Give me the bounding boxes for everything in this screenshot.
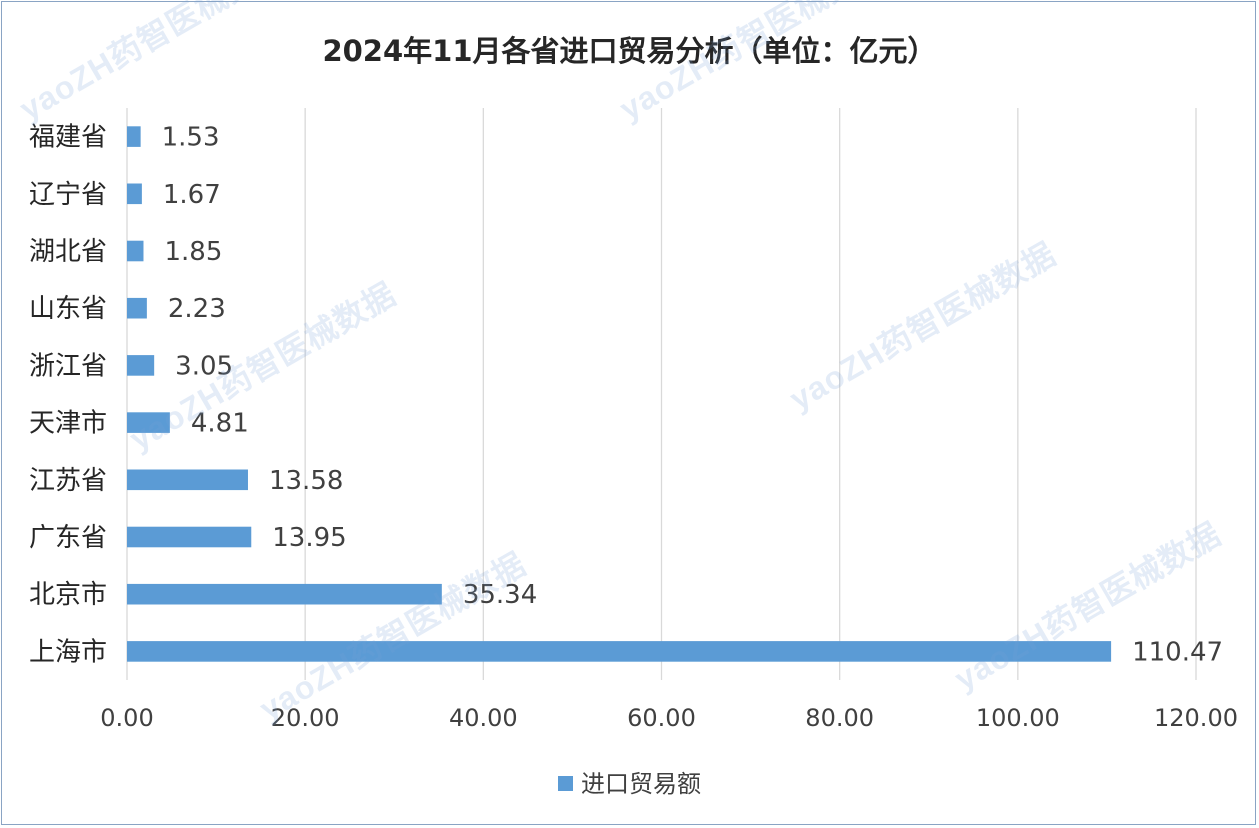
legend-swatch bbox=[558, 776, 573, 791]
category-label: 湖北省 bbox=[29, 237, 107, 267]
data-label: 1.67 bbox=[163, 180, 221, 210]
category-label: 福建省 bbox=[29, 123, 107, 153]
bar bbox=[127, 126, 141, 147]
legend-label: 进口贸易额 bbox=[581, 770, 701, 798]
data-label: 2.23 bbox=[168, 294, 226, 324]
x-tick-label: 120.00 bbox=[1154, 704, 1238, 732]
bar bbox=[127, 412, 170, 433]
data-label: 110.47 bbox=[1132, 637, 1223, 667]
data-label: 1.53 bbox=[162, 123, 220, 153]
data-label: 13.95 bbox=[272, 523, 346, 553]
data-label: 13.58 bbox=[269, 466, 343, 496]
bar bbox=[127, 641, 1112, 662]
category-label: 天津市 bbox=[29, 409, 107, 439]
category-label: 广东省 bbox=[29, 523, 107, 553]
x-tick-label: 40.00 bbox=[449, 704, 518, 732]
category-label: 北京市 bbox=[29, 580, 107, 610]
bar bbox=[127, 355, 155, 376]
category-label: 浙江省 bbox=[29, 351, 107, 381]
data-label: 3.05 bbox=[175, 351, 233, 381]
bar bbox=[127, 240, 144, 262]
bar bbox=[127, 469, 248, 491]
bar bbox=[127, 583, 442, 605]
legend: 进口贸易额 bbox=[0, 764, 1259, 799]
data-label: 1.85 bbox=[164, 237, 222, 267]
category-label: 上海市 bbox=[29, 637, 107, 667]
category-label: 辽宁省 bbox=[29, 180, 107, 210]
category-label: 山东省 bbox=[29, 294, 107, 324]
bar bbox=[127, 526, 252, 548]
data-label: 35.34 bbox=[463, 580, 537, 610]
x-tick-label: 60.00 bbox=[627, 704, 696, 732]
category-label: 江苏省 bbox=[29, 466, 107, 496]
chart-title: 2024年11月各省进口贸易分析（单位：亿元） bbox=[322, 34, 937, 68]
bar bbox=[127, 297, 147, 319]
x-tick-label: 0.00 bbox=[100, 704, 153, 732]
x-tick-label: 100.00 bbox=[976, 704, 1060, 732]
x-tick-label: 20.00 bbox=[271, 704, 340, 732]
data-label: 4.81 bbox=[191, 409, 249, 439]
bar bbox=[127, 183, 142, 205]
x-tick-label: 80.00 bbox=[805, 704, 874, 732]
